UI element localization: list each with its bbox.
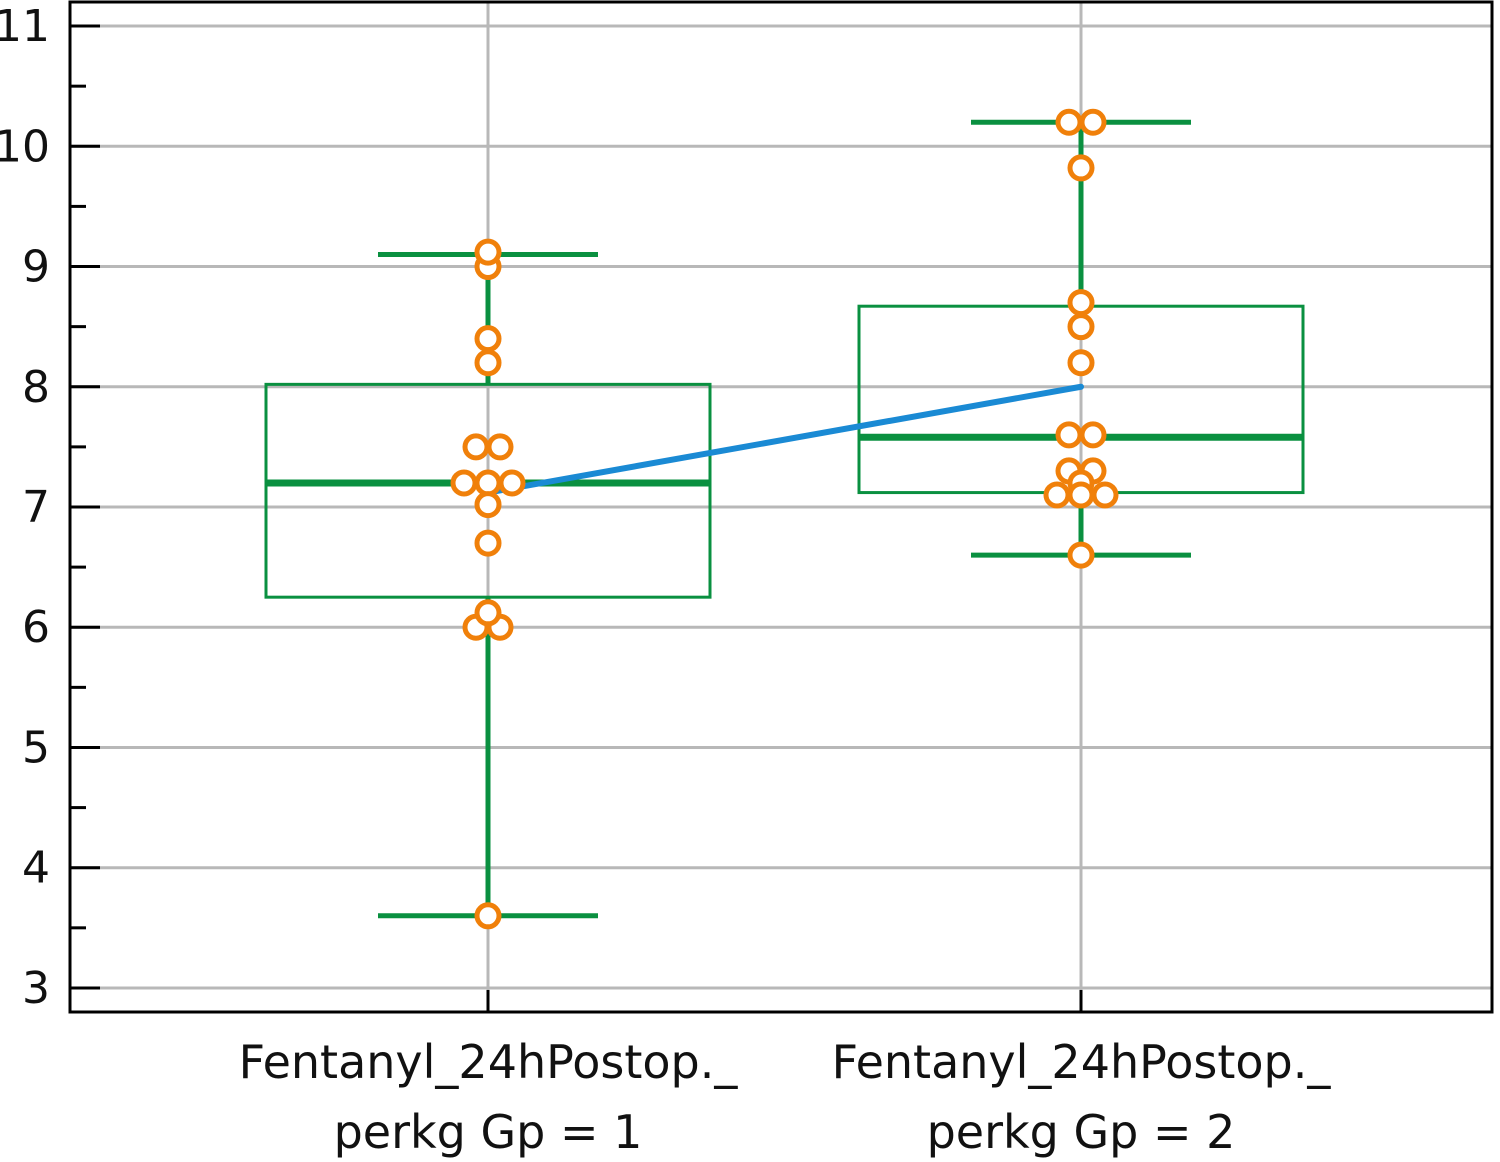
category-label-line1: Fentanyl_24hPostop._ [239, 1035, 739, 1089]
data-point [462, 433, 490, 461]
y-tick-label: 10 [0, 121, 50, 172]
data-point [474, 599, 502, 627]
y-tick-label: 9 [22, 242, 50, 293]
y-tick-label: 6 [22, 602, 50, 653]
mean-line [485, 383, 1084, 496]
data-point [1079, 421, 1107, 449]
box-plots [264, 119, 1305, 919]
y-axis-ticks: 3 4 5 6 7 8 9 10 11 [0, 1, 1083, 1014]
category-label-line2: perkg Gp = 1 [334, 1105, 643, 1159]
y-tick-label: 8 [22, 362, 50, 413]
data-point [474, 469, 502, 497]
iqr-box [264, 382, 712, 599]
data-point [1055, 108, 1083, 136]
data-point [486, 433, 514, 461]
data-point [1079, 108, 1107, 136]
data-point [1067, 313, 1095, 341]
data-point [1067, 289, 1095, 317]
data-point [1055, 421, 1083, 449]
data-point [474, 491, 502, 519]
category-label-line2: perkg Gp = 2 [927, 1105, 1236, 1159]
x-axis-category-labels: Fentanyl_24hPostop._perkg Gp = 1 Fentanyl… [239, 1035, 1332, 1159]
y-tick-label: 3 [22, 963, 50, 1014]
y-tick-label: 4 [22, 843, 50, 894]
category-label-line1: Fentanyl_24hPostop._ [832, 1035, 1332, 1089]
data-point [1091, 481, 1119, 509]
data-point [1067, 154, 1095, 182]
y-tick-label: 11 [0, 1, 50, 52]
data-point [1043, 481, 1071, 509]
grid-lines [70, 2, 1492, 1012]
data-point [450, 469, 478, 497]
data-point [474, 238, 502, 266]
data-point [474, 902, 502, 930]
y-tick-label: 5 [22, 722, 50, 773]
data-point [474, 325, 502, 353]
mean-connector-line [485, 383, 1084, 496]
data-point [474, 349, 502, 377]
data-point [1067, 541, 1095, 569]
data-point [1067, 349, 1095, 377]
data-point [474, 529, 502, 557]
y-tick-label: 7 [22, 482, 50, 533]
data-points [450, 108, 1119, 930]
data-point [1067, 481, 1095, 509]
data-point [498, 469, 526, 497]
